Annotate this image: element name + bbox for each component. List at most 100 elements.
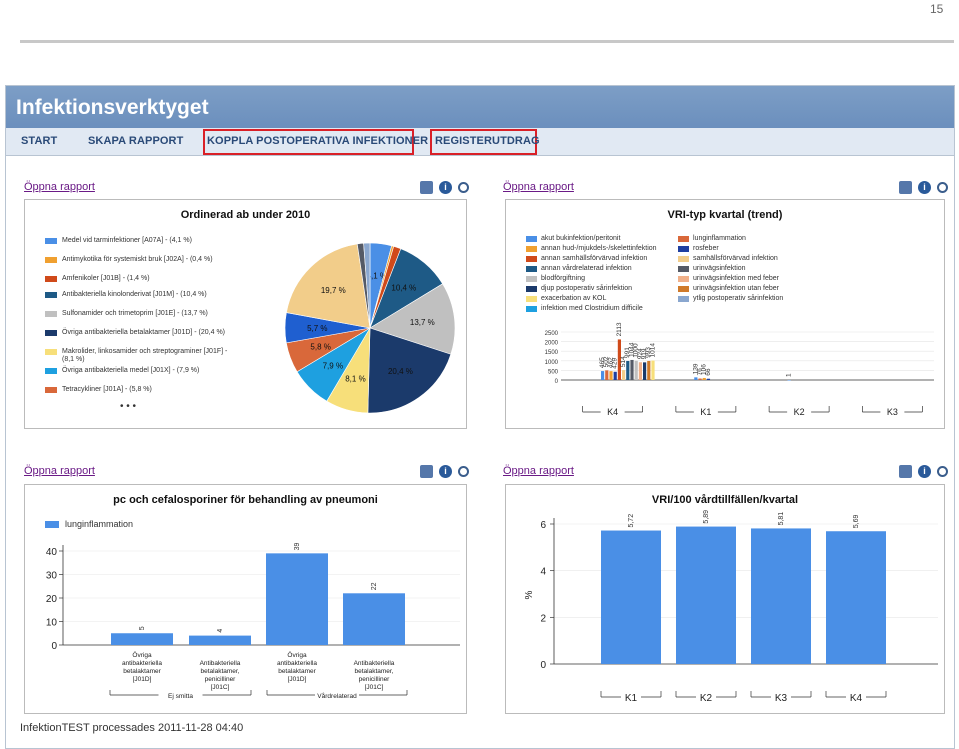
bar <box>643 362 647 380</box>
vri100-panel: VRI/100 vårdtillfällen/kvartal 6 4 2 0% 5,72… <box>505 484 945 714</box>
y-tick-label: 20 <box>46 594 58 605</box>
legend-swatch <box>45 276 57 282</box>
category-label: Övriga <box>132 651 152 659</box>
legend-label: lunginflammation <box>65 519 134 529</box>
nav-registerutdrag[interactable]: REGISTERUTDRAG <box>435 135 540 147</box>
nav-start[interactable]: START <box>21 135 58 147</box>
bar-value-label: 5 <box>139 626 146 630</box>
pie-slice-label: 20,4 % <box>388 367 413 376</box>
y-tick-label: 40 <box>46 547 58 558</box>
bar <box>647 360 651 380</box>
legend-swatch <box>45 349 57 355</box>
legend-label: Makrolider, linkosamider och streptogram… <box>62 348 228 363</box>
legend-label: Övriga antibakteriella medel [J01X] - (7… <box>62 367 200 374</box>
group-label: Ej smitta <box>168 693 193 700</box>
bar-value-label: 919 <box>641 348 648 359</box>
nav-skapa-rapport[interactable]: SKAPA RAPPORT <box>88 135 184 147</box>
zoom-icon[interactable] <box>937 466 948 477</box>
open-report-link[interactable]: Öppna rapport <box>24 181 95 193</box>
legend-label: Amfenikoler [J01B] - (1,4 %) <box>62 275 150 282</box>
bar <box>694 377 698 380</box>
bar-value-label: 139 <box>692 363 699 374</box>
nav-koppla[interactable]: KOPPLA POSTOPERATIVA INFEKTIONER <box>207 135 429 147</box>
pie-slice-label: 13,7 % <box>410 318 435 327</box>
footer-status: InfektionTEST processades 2011-11-28 04:… <box>20 722 244 734</box>
vri100-svg: 6 4 2 0% 5,72 K1 5,89 K2 5,81 K3 5,69 K4 <box>524 510 938 704</box>
pie-slice-label: 5,7 % <box>307 324 327 333</box>
category-label: [J01C] <box>365 684 384 691</box>
bar-value-label: 993 <box>645 347 652 358</box>
category-label: K2 <box>700 693 713 704</box>
bar-value-label: 76 <box>696 368 703 376</box>
legend-label: urinvägsinfektion med feber <box>693 275 779 282</box>
y-tick-label: 30 <box>46 571 58 582</box>
legend-swatch <box>678 276 689 282</box>
category-label: Övriga <box>287 651 307 659</box>
pie-slice <box>286 243 371 329</box>
legend-label: rosfeber <box>693 245 719 252</box>
info-icon[interactable]: i <box>918 181 931 194</box>
nav-highlight-box <box>203 129 414 155</box>
legend-label: lunginflammation <box>693 235 746 242</box>
category-label: K1 <box>625 693 638 704</box>
panel-tools-4: i <box>899 465 948 478</box>
legend-swatch <box>45 311 57 317</box>
open-report-link[interactable]: Öppna rapport <box>24 465 95 477</box>
bar <box>702 377 706 380</box>
legend-label: urinvägsinfektion utan feber <box>693 285 779 292</box>
legend-label: Tetracykliner [J01A] - (5,8 %) <box>62 386 152 393</box>
bar <box>626 360 630 380</box>
legend-label: Antimykotika för systemiskt bruk [J02A] … <box>62 256 213 263</box>
bar <box>617 339 621 380</box>
open-report-link[interactable]: Öppna rapport <box>503 181 574 193</box>
chart-icon[interactable] <box>420 465 433 478</box>
panel-head-2: Öppna rapport <box>503 181 574 193</box>
zoom-icon[interactable] <box>458 466 469 477</box>
chart-icon[interactable] <box>899 465 912 478</box>
category-label: betalaktamer, <box>354 668 393 675</box>
bar-value-label: 5,69 <box>853 515 860 529</box>
pie-slice <box>369 283 456 355</box>
legend-swatch <box>45 330 57 336</box>
bar <box>601 371 605 380</box>
group-label: Vårdrelaterad <box>317 692 357 700</box>
panel-tools-3: i <box>420 465 469 478</box>
legend-swatch <box>45 387 57 393</box>
pie-slice-label: 10,4 % <box>391 284 416 293</box>
legend-label: urinvägsinfektion <box>693 265 746 272</box>
legend-swatch <box>526 296 537 302</box>
open-report-link[interactable]: Öppna rapport <box>503 465 574 477</box>
nav-highlight-box-2 <box>430 129 537 155</box>
y-tick-label: 2500 <box>545 331 559 337</box>
chart-icon[interactable] <box>420 181 433 194</box>
bar-value-label: 5,89 <box>703 510 710 524</box>
info-icon[interactable]: i <box>439 465 452 478</box>
legend-swatch <box>526 266 537 272</box>
app-title: Infektionsverktyget <box>6 86 954 128</box>
pie-slice-label: 4,1 % <box>367 272 387 281</box>
pneumoni-panel: pc och cefalosporiner för behandling av … <box>24 484 467 714</box>
y-tick-label: 1500 <box>545 350 559 356</box>
chart-icon[interactable] <box>899 181 912 194</box>
chart-title: Ordinerad ab under 2010 <box>180 209 311 221</box>
bar <box>189 635 251 645</box>
chart-title: VRI/100 vårdtillfällen/kvartal <box>651 494 799 506</box>
bar <box>630 359 634 380</box>
bar-value-label: 2113 <box>616 322 623 336</box>
info-icon[interactable]: i <box>439 181 452 194</box>
legend-label: Övriga antibakteriella betalaktamer [J01… <box>62 329 226 336</box>
info-icon[interactable]: i <box>918 465 931 478</box>
bar-value-label: 1044 <box>628 342 635 357</box>
bar <box>609 371 613 380</box>
pie-slice-label: 8,1 % <box>345 375 365 384</box>
bar-value-label: 5,81 <box>778 512 785 526</box>
zoom-icon[interactable] <box>458 182 469 193</box>
category-label: K4 <box>607 407 618 417</box>
pneumoni-svg: 4030201005Övrigaantibakteriellabetalakta… <box>46 542 460 700</box>
y-tick-label: 4 <box>540 567 546 578</box>
top-divider <box>20 40 954 43</box>
legend-swatch <box>45 238 57 244</box>
bar <box>343 593 405 645</box>
zoom-icon[interactable] <box>937 182 948 193</box>
bar <box>111 633 173 645</box>
